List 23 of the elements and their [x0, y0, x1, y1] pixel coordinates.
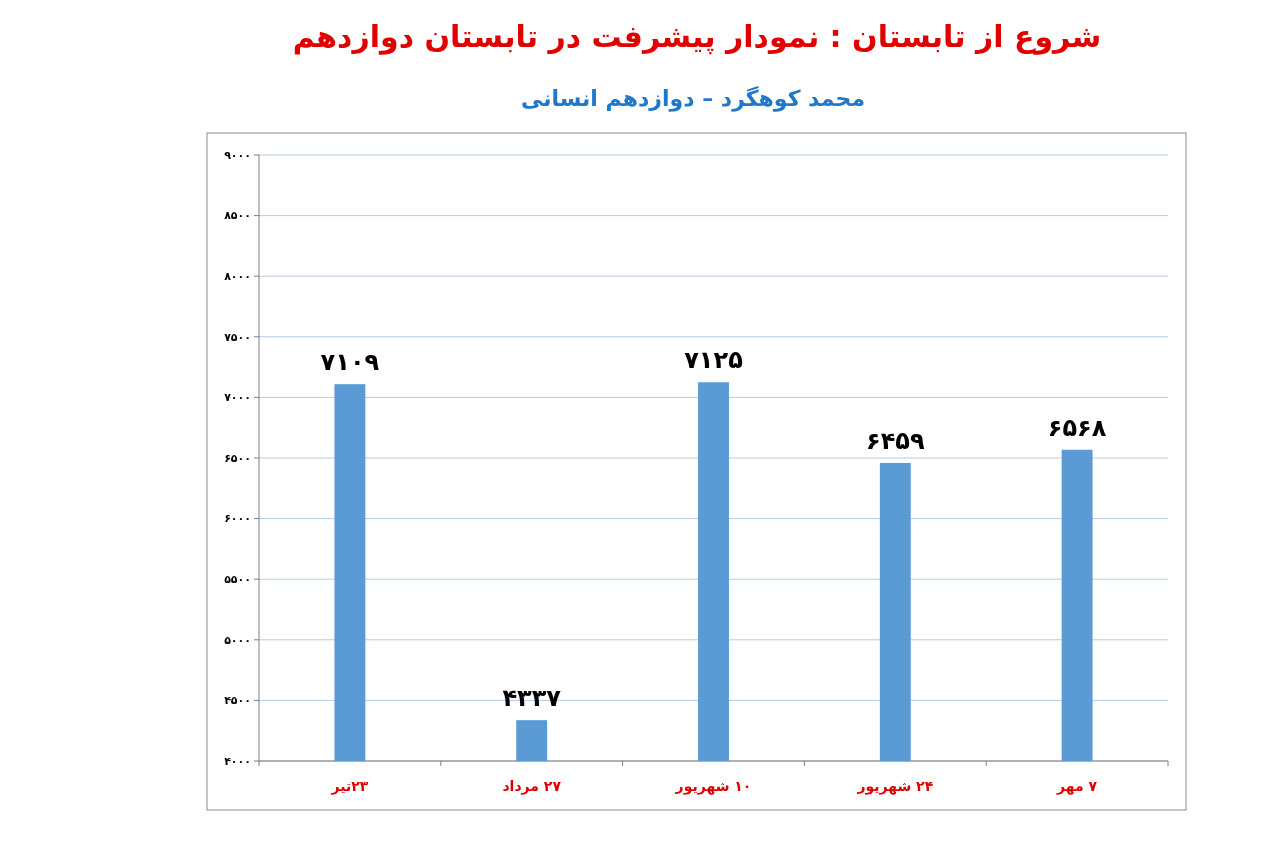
- y-tick-label: ۴۵۰۰: [224, 694, 251, 708]
- y-tick-label: ۸۰۰۰: [224, 270, 251, 284]
- y-tick-label: ۷۰۰۰: [224, 391, 251, 405]
- data-label: ۶۵۶۸: [1047, 413, 1107, 442]
- data-label: ۴۳۳۷: [502, 684, 562, 713]
- chart-title: شروع از تابستان : نمودار پیشرفت در تابستان دوازدهم: [292, 19, 1102, 55]
- data-label: ۶۴۵۹: [866, 426, 925, 455]
- y-tick-label: ۶۰۰۰: [224, 512, 251, 526]
- x-tick-label: ۲۳تیر: [330, 778, 369, 795]
- y-tick-label: ۷۵۰۰: [224, 330, 251, 344]
- x-tick-label: ۱۰ شهریور: [674, 778, 752, 795]
- data-label: ۷۱۲۵: [684, 346, 743, 375]
- x-tick-label: ۲۷ مرداد: [502, 778, 562, 795]
- chart-subtitle: محمد کوهگرد – دوازدهم انسانی: [520, 85, 866, 112]
- y-tick-label: ۸۵۰۰: [224, 209, 251, 223]
- y-tick-label: ۶۵۰۰: [224, 451, 251, 465]
- x-tick-label: ۷ مهر: [1056, 778, 1098, 795]
- y-tick-label: ۵۵۰۰: [224, 573, 251, 587]
- y-tick-label: ۵۰۰۰: [224, 633, 251, 647]
- data-label: ۷۱۰۹: [320, 348, 380, 377]
- x-tick-label: ۲۴ شهریور: [856, 778, 934, 795]
- y-tick-label: ۴۰۰۰: [224, 754, 251, 768]
- y-tick-label: ۹۰۰۰: [224, 148, 251, 162]
